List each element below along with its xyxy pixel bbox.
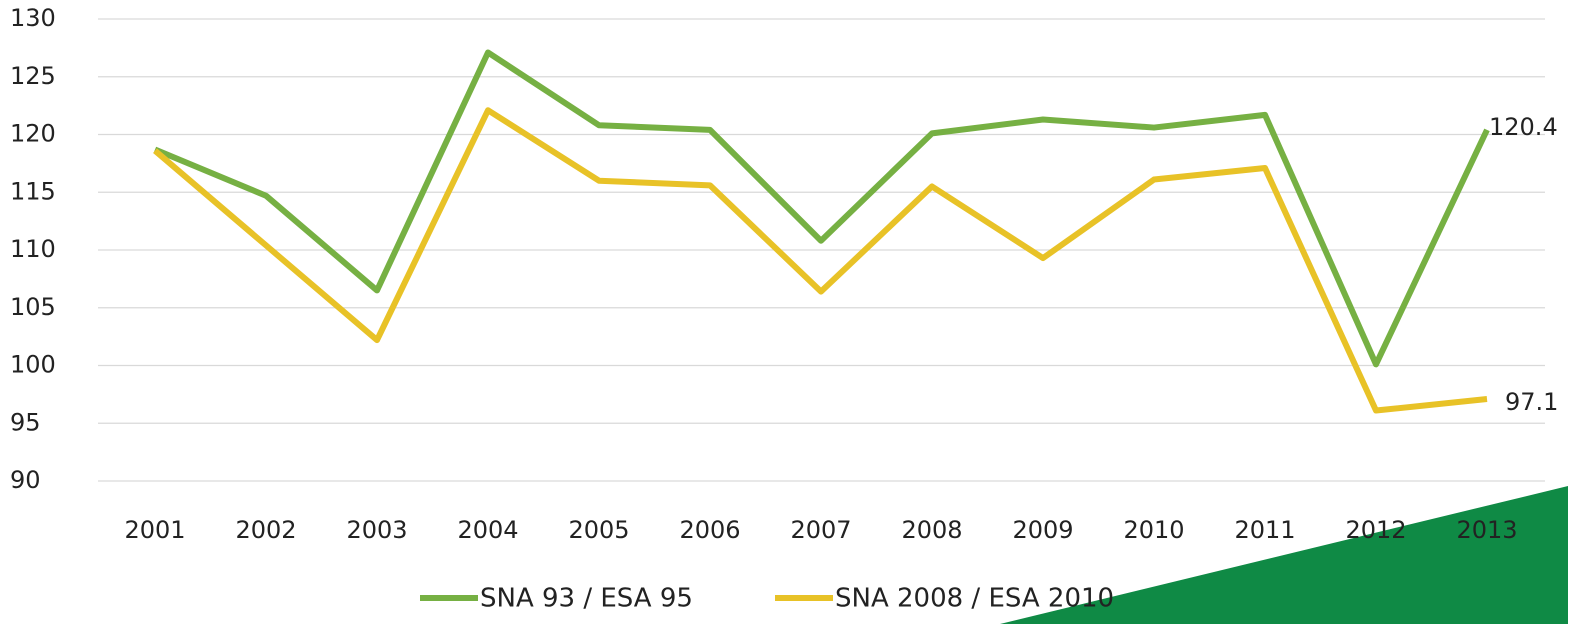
x-tick-label: 2004: [457, 516, 518, 544]
y-tick-label: 130: [10, 4, 56, 32]
x-tick-label: 2002: [235, 516, 296, 544]
x-tick-label: 2006: [679, 516, 740, 544]
x-tick-label: 2001: [124, 516, 185, 544]
series-line: [153, 107, 1488, 414]
y-tick-label: 105: [10, 293, 56, 321]
y-tick-label: 125: [10, 62, 56, 90]
x-tick-label: 2013: [1456, 516, 1517, 544]
y-tick-label: 90: [10, 466, 41, 494]
y-tick-label: 120: [10, 120, 56, 148]
y-tick-label: 110: [10, 235, 56, 263]
series-line: [153, 49, 1490, 368]
x-tick-label: 2007: [790, 516, 851, 544]
x-tick-label: 2003: [346, 516, 407, 544]
data-label: 120.4: [1489, 113, 1558, 141]
x-tick-label: 2009: [1012, 516, 1073, 544]
decoration: [1000, 486, 1568, 624]
x-tick-label: 2005: [568, 516, 629, 544]
x-tick-label: 2012: [1345, 516, 1406, 544]
legend-label: SNA 93 / ESA 95: [480, 584, 693, 614]
data-label: 97.1: [1505, 388, 1558, 416]
x-tick-label: 2008: [901, 516, 962, 544]
y-tick-label: 100: [10, 351, 56, 379]
y-tick-label: 95: [10, 408, 41, 436]
x-tick-label: 2011: [1234, 516, 1295, 544]
y-tick-label: 115: [10, 177, 56, 205]
x-tick-label: 2010: [1123, 516, 1184, 544]
legend-label: SNA 2008 / ESA 2010: [835, 584, 1114, 614]
